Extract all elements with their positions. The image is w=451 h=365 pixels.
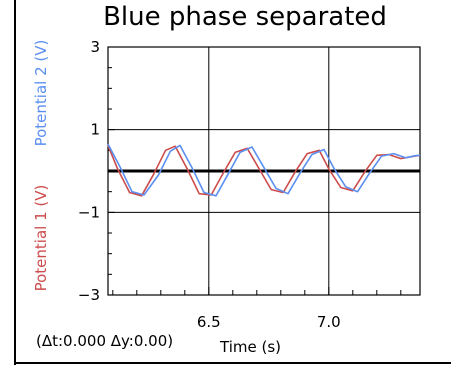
chart-title: Blue phase separated: [103, 2, 387, 32]
x-tick-label: 7.0: [317, 313, 341, 331]
bottom-border: [14, 362, 451, 364]
x-axis-label: Time (s): [220, 338, 281, 356]
series-line-2: [107, 143, 421, 197]
left-border: [14, 0, 16, 365]
y-tick-label: −1: [78, 203, 100, 221]
x-tick-label: 6.5: [197, 313, 221, 331]
y-tick-label: −3: [78, 286, 100, 304]
y-tick-label: 1: [90, 121, 100, 139]
cursor-readout: (Δt:0.000 Δy:0.00): [36, 332, 174, 350]
series-line-1: [107, 145, 421, 197]
y-tick-label: 3: [90, 38, 100, 56]
